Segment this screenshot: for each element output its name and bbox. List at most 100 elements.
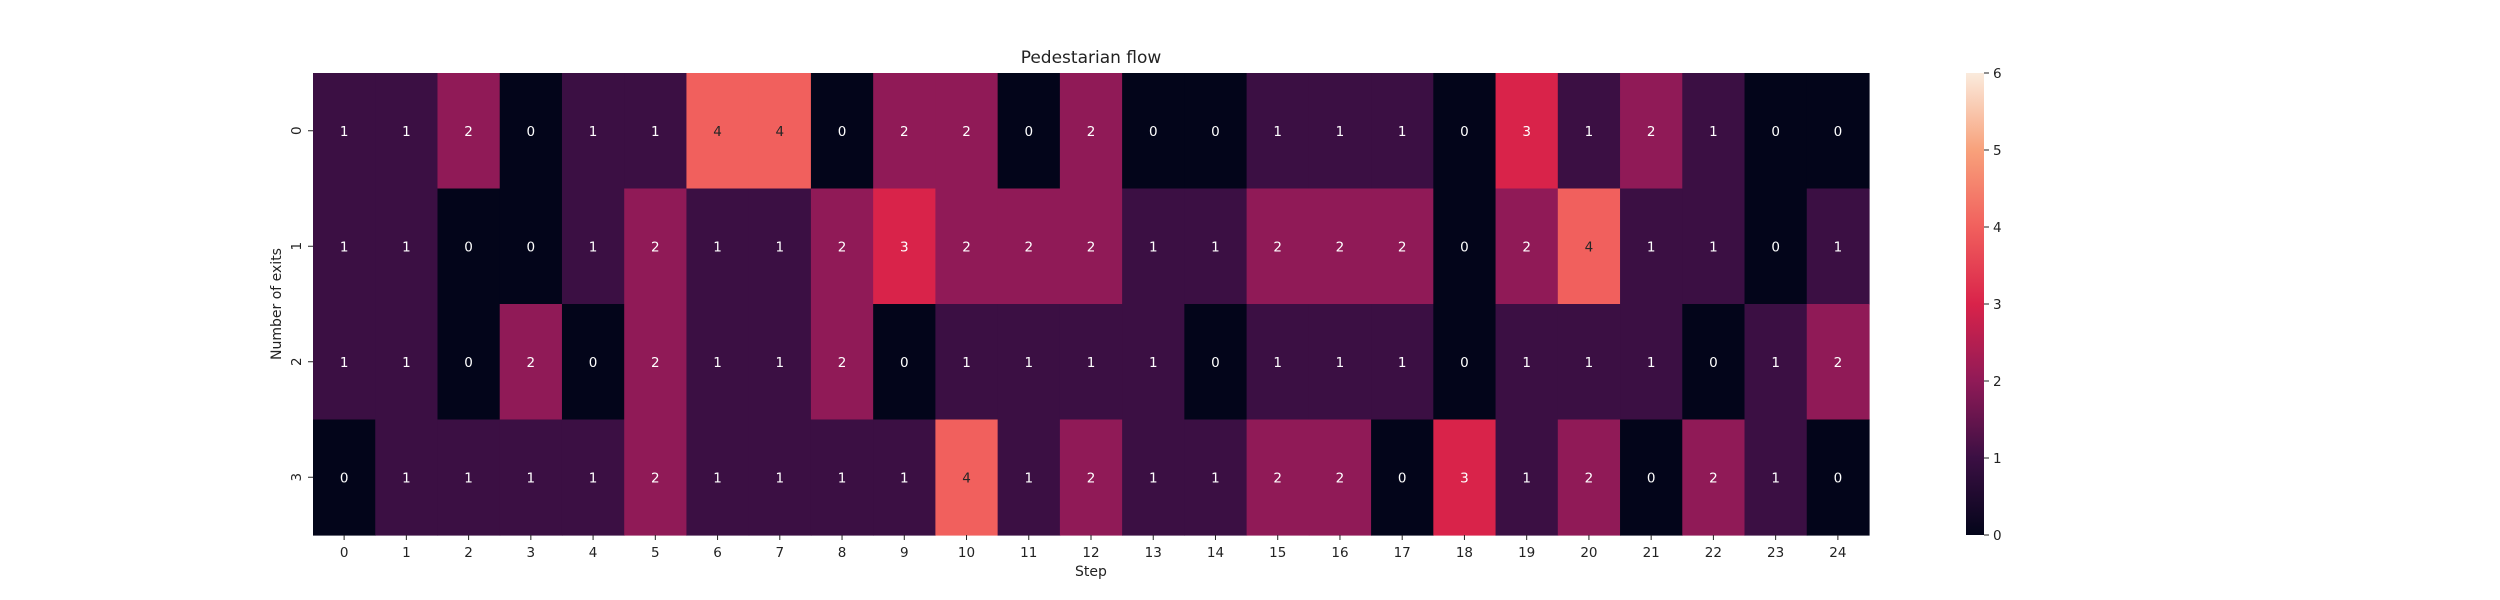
x-tick-label: 14 — [1207, 545, 1224, 561]
cell-value-label: 1 — [402, 124, 411, 140]
x-tick-label: 22 — [1705, 545, 1722, 561]
cell-value-label: 0 — [1647, 470, 1656, 486]
heatmap-cell — [1122, 188, 1185, 305]
cell-value-label: 2 — [464, 124, 473, 140]
heatmap-cell — [997, 73, 1061, 190]
cell-value-label: 0 — [1211, 124, 1220, 140]
heatmap-cell — [1246, 304, 1310, 421]
heatmap-cell — [1122, 419, 1185, 536]
cell-value-label: 2 — [962, 124, 971, 140]
heatmap-cell — [1806, 304, 1870, 421]
heatmap-cell — [437, 419, 501, 536]
heatmap-cell — [810, 304, 874, 421]
cell-value-label: 1 — [1087, 355, 1096, 371]
cell-value-label: 2 — [838, 355, 847, 371]
cell-value-label: 2 — [527, 355, 536, 371]
y-axis-ticks: 0 1 2 3 — [289, 126, 313, 482]
heatmap-cell — [810, 419, 874, 536]
colorbar-tick-label: 0 — [1993, 528, 2002, 544]
heatmap-cell — [1682, 73, 1746, 190]
heatmap-cell — [1433, 73, 1497, 190]
colorbar — [1966, 73, 1984, 535]
cell-value-label: 1 — [776, 355, 785, 371]
cell-value-label: 3 — [1522, 124, 1531, 140]
heatmap-cell — [437, 73, 501, 190]
x-tick-label: 12 — [1082, 545, 1099, 561]
heatmap-cell — [624, 304, 688, 421]
cell-value-label: 1 — [1336, 355, 1345, 371]
colorbar-tick-label: 6 — [1993, 66, 2002, 82]
cell-value-label: 4 — [776, 124, 785, 140]
heatmap-cell — [810, 188, 874, 305]
x-tick-label: 6 — [713, 545, 722, 561]
heatmap-cell — [437, 304, 501, 421]
x-tick-label: 4 — [589, 545, 598, 561]
heatmap-cell — [1246, 73, 1310, 190]
colorbar-tick-label: 2 — [1993, 374, 2002, 390]
cell-value-label: 1 — [962, 355, 971, 371]
heatmap-cell — [499, 188, 563, 305]
cell-value-label: 0 — [464, 355, 473, 371]
heatmap-cells — [313, 73, 1870, 536]
heatmap-cell — [561, 73, 625, 190]
cell-value-label: 4 — [962, 470, 971, 486]
cell-value-label: 1 — [402, 239, 411, 255]
heatmap-cell — [748, 419, 812, 536]
cell-value-label: 2 — [651, 470, 660, 486]
cell-value-label: 1 — [776, 470, 785, 486]
cell-value-label: 1 — [1834, 239, 1843, 255]
x-axis-label: Step — [1075, 564, 1107, 580]
heatmap-cell — [1246, 419, 1310, 536]
heatmap-cell — [686, 188, 750, 305]
heatmap-cell — [1371, 188, 1434, 305]
heatmap-cell — [873, 73, 936, 190]
cell-value-label: 0 — [1834, 124, 1843, 140]
cell-value-label: 1 — [402, 355, 411, 371]
cell-value-label: 2 — [1087, 470, 1096, 486]
cell-value-label: 2 — [1647, 124, 1656, 140]
heatmap-cell — [499, 73, 563, 190]
cell-value-label: 0 — [527, 124, 536, 140]
heatmap-cell — [624, 419, 688, 536]
heatmap-cell — [935, 304, 999, 421]
y-tick-label: 2 — [289, 357, 305, 366]
heatmap-cell — [499, 419, 563, 536]
heatmap-cell — [873, 188, 936, 305]
x-tick-label: 13 — [1145, 545, 1162, 561]
heatmap-cell — [499, 304, 563, 421]
heatmap-cell — [1744, 73, 1808, 190]
heatmap-cell — [1557, 419, 1621, 536]
cell-value-label: 1 — [1273, 355, 1282, 371]
heatmap-cell — [1620, 73, 1683, 190]
cell-value-label: 1 — [1273, 124, 1282, 140]
cell-value-label: 1 — [1024, 470, 1033, 486]
x-tick-label: 8 — [838, 545, 847, 561]
heatmap-cell — [1744, 304, 1808, 421]
heatmap-cell — [1184, 73, 1248, 190]
heatmap-cell — [1371, 304, 1434, 421]
heatmap-cell — [997, 419, 1061, 536]
cell-value-label: 2 — [1273, 239, 1282, 255]
cell-value-label: 2 — [962, 239, 971, 255]
heatmap-cell — [375, 73, 439, 190]
cell-value-label: 0 — [1834, 470, 1843, 486]
heatmap-cell — [1184, 188, 1248, 305]
x-tick-label: 0 — [340, 545, 349, 561]
cell-value-label: 0 — [1771, 124, 1780, 140]
cell-value-label: 0 — [900, 355, 909, 371]
heatmap-cell — [561, 188, 625, 305]
x-tick-label: 23 — [1767, 545, 1784, 561]
y-axis-label: Number of exits — [269, 248, 285, 360]
heatmap-cell — [1806, 73, 1870, 190]
heatmap-cell — [1059, 304, 1123, 421]
heatmap-cell — [1744, 188, 1808, 305]
cell-value-label: 0 — [1460, 355, 1469, 371]
heatmap-cell — [313, 304, 376, 421]
heatmap-cell — [375, 419, 439, 536]
cell-value-label: 1 — [1709, 239, 1718, 255]
x-tick-label: 21 — [1643, 545, 1660, 561]
cell-value-label: 1 — [340, 239, 349, 255]
heatmap-cell — [1620, 419, 1683, 536]
cell-value-label: 0 — [1460, 239, 1469, 255]
cell-value-label: 2 — [1585, 470, 1594, 486]
